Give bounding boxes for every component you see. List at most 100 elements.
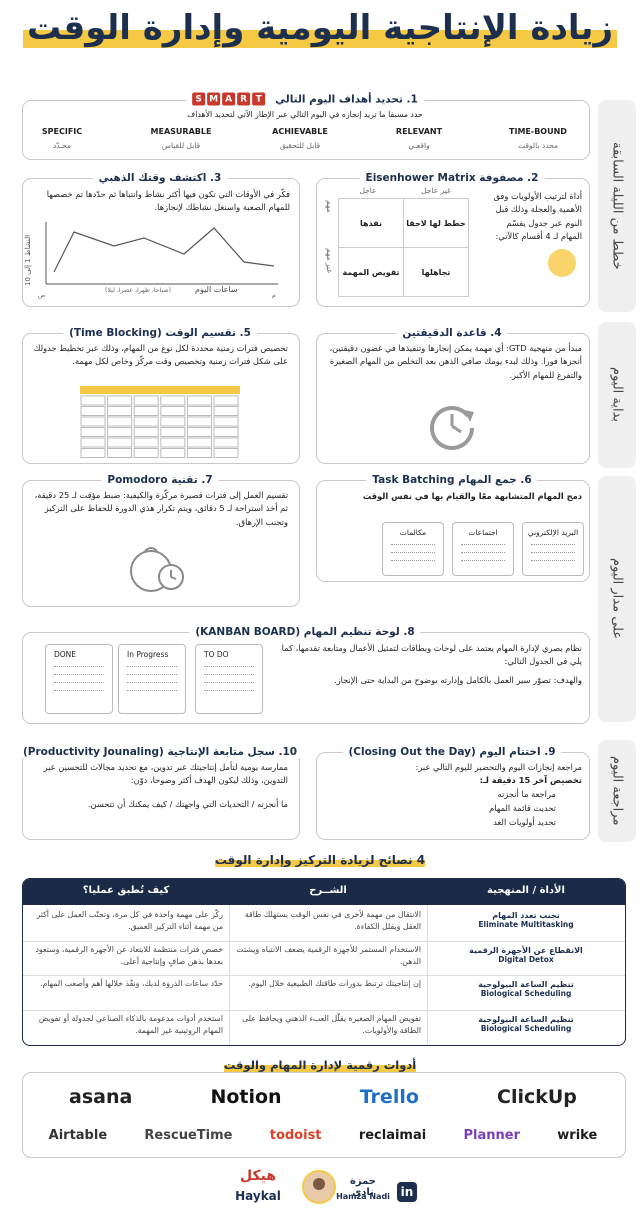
decoration bbox=[186, 395, 212, 406]
decoration bbox=[160, 437, 186, 448]
kanban-column: DONE bbox=[45, 644, 113, 714]
decoration bbox=[144, 547, 158, 552]
dotted-line bbox=[127, 674, 177, 675]
decoration bbox=[80, 395, 106, 406]
tool-en: Eliminate Multitasking bbox=[478, 920, 574, 929]
text: مراجعة ما أنجزته bbox=[497, 789, 556, 799]
decoration bbox=[186, 448, 212, 458]
tool-logo: todoist bbox=[269, 1127, 322, 1143]
text: ما أنجزته / التحديات التي واجهتك / كيف ي… bbox=[87, 799, 288, 809]
section-title: 3. اكتشف وقتك الذهبي bbox=[92, 172, 228, 184]
decoration bbox=[213, 437, 239, 448]
matrix-col: عاجل bbox=[359, 186, 377, 195]
tool-en: Biological Scheduling bbox=[480, 989, 572, 998]
text: مراجعة إنجازات اليوم والتحضير لليوم التا… bbox=[415, 762, 582, 772]
smart-letter: M bbox=[207, 92, 221, 106]
axis-label: النشاط 1 إلى 10 bbox=[24, 234, 32, 286]
tool-logo: RescueTime bbox=[144, 1127, 233, 1143]
axis-note: (صباحا، ظهرا، عصرا، ليلا) bbox=[105, 287, 171, 294]
dotted-line bbox=[461, 544, 505, 545]
decoration bbox=[213, 395, 239, 406]
decoration bbox=[170, 576, 177, 580]
dotted-line bbox=[391, 544, 435, 545]
tool-logo: ClickUp bbox=[497, 1086, 577, 1108]
phase-label: بداية اليوم bbox=[598, 322, 636, 468]
section-title: 9. اختتام اليوم (Closing Out the Day) bbox=[342, 746, 562, 758]
decoration bbox=[133, 406, 159, 416]
highlight bbox=[548, 249, 576, 277]
decoration bbox=[107, 416, 133, 427]
tools-box bbox=[22, 1072, 626, 1158]
row-rule bbox=[23, 975, 625, 976]
decoration bbox=[186, 437, 212, 448]
smart-en: RELEVANT bbox=[395, 127, 443, 136]
axis-label: ساعات اليوم bbox=[195, 285, 238, 294]
decoration bbox=[133, 448, 159, 458]
decoration bbox=[430, 406, 474, 450]
clock-icon bbox=[430, 406, 474, 450]
matrix-col: غير عاجل bbox=[421, 186, 451, 195]
card-title: البريد الإلكتروني bbox=[527, 528, 579, 537]
smart-letter: T bbox=[252, 92, 266, 106]
section-title: 7. تقنية Pomodoro bbox=[101, 474, 219, 486]
text: تحديث قائمة المهام bbox=[489, 803, 556, 813]
decoration bbox=[213, 448, 239, 458]
brand-en: Haykal bbox=[235, 1189, 281, 1203]
dotted-line bbox=[204, 674, 254, 675]
card-title: اجتماعات bbox=[468, 528, 498, 537]
matrix-row: غير مهم bbox=[325, 248, 334, 274]
smart-en: ACHIEVABLE bbox=[272, 127, 328, 136]
decoration bbox=[80, 416, 106, 427]
matrix-cell: نفذها bbox=[338, 198, 404, 248]
kanban-column: TO DO bbox=[195, 644, 263, 714]
dotted-line bbox=[54, 666, 104, 667]
smart-en: TIME-BOUND bbox=[509, 127, 567, 136]
matrix-row: مهم bbox=[325, 200, 334, 213]
decoration bbox=[80, 386, 240, 394]
tool-ar: الانقطاع عن الأجهزة الرقمية bbox=[469, 945, 583, 955]
dotted-line bbox=[531, 560, 575, 561]
decoration bbox=[451, 424, 462, 434]
apply-cell: حدّد ساعات الذروة لديك، ونفّذ خلالها أهم… bbox=[39, 979, 223, 988]
dotted-line bbox=[54, 690, 104, 691]
section-box bbox=[22, 632, 590, 724]
decoration bbox=[213, 427, 239, 437]
tips-title: 4 نصائح لزيادة التركيز وإدارة الوقت bbox=[0, 853, 640, 867]
batch-card: مكالمات bbox=[382, 522, 444, 576]
text: نظام بصري لإدارة المهام يعتمد على لوحات … bbox=[281, 643, 582, 667]
phase-label: مراجعة اليوم bbox=[598, 740, 636, 842]
kanban-title: DONE bbox=[54, 650, 77, 659]
smart-ar: قابل للقياس bbox=[161, 141, 201, 150]
kanban-title: In Progress bbox=[127, 650, 169, 659]
smart-ar: واقعـي bbox=[408, 141, 430, 150]
decoration bbox=[160, 416, 186, 427]
section-box bbox=[22, 480, 300, 607]
tool-logo: Trello bbox=[359, 1086, 419, 1108]
phase-label: على مدار اليوم bbox=[598, 476, 636, 722]
dotted-line bbox=[531, 552, 575, 553]
dotted-line bbox=[461, 560, 505, 561]
decoration bbox=[80, 406, 106, 416]
section-title: 10. سجل متابعة الإنتاجية (Productivity J… bbox=[16, 746, 304, 758]
text: ممارسة يومية لتأمل إنتاجيتك عبر تدوين، م… bbox=[43, 762, 288, 786]
tool-en: Biological Scheduling bbox=[480, 1023, 572, 1033]
tools-title: أدوات رقمية لإدارة المهام والوقت bbox=[0, 1058, 640, 1072]
apply-cell: استخدم أدوات مدعومة بالذكاء الصناعي لجدو… bbox=[38, 1013, 223, 1035]
text: دمج المهام المتشابهة معًا والقيام بها في… bbox=[362, 491, 582, 501]
explain-cell: الاستخدام المستمر للأجهزة الرقمية يضعف ا… bbox=[236, 944, 421, 966]
decoration bbox=[80, 448, 106, 458]
smart-letter: A bbox=[222, 92, 236, 106]
decoration bbox=[160, 427, 186, 437]
tips-table: الأداة / المنهجية الشــرح كيف تُطبق عمليا؟… bbox=[22, 878, 626, 1046]
text: تخصيص آخر 15 دقيقة لـ: bbox=[479, 775, 582, 785]
tool-logo: Airtable bbox=[48, 1127, 108, 1143]
decoration bbox=[107, 406, 133, 416]
tool-ar: تنظيم الساعة البيولوجية bbox=[478, 1014, 574, 1024]
explain-cell: الانتقال من مهمة لأخرى في نفس الوقت يسته… bbox=[244, 910, 421, 932]
dotted-line bbox=[391, 560, 435, 561]
decoration bbox=[464, 410, 474, 422]
table-header-cell: الشــرح bbox=[309, 885, 347, 896]
axis-end: ص bbox=[38, 292, 46, 299]
table-header-cell: كيف تُطبق عمليا؟ bbox=[82, 885, 170, 896]
